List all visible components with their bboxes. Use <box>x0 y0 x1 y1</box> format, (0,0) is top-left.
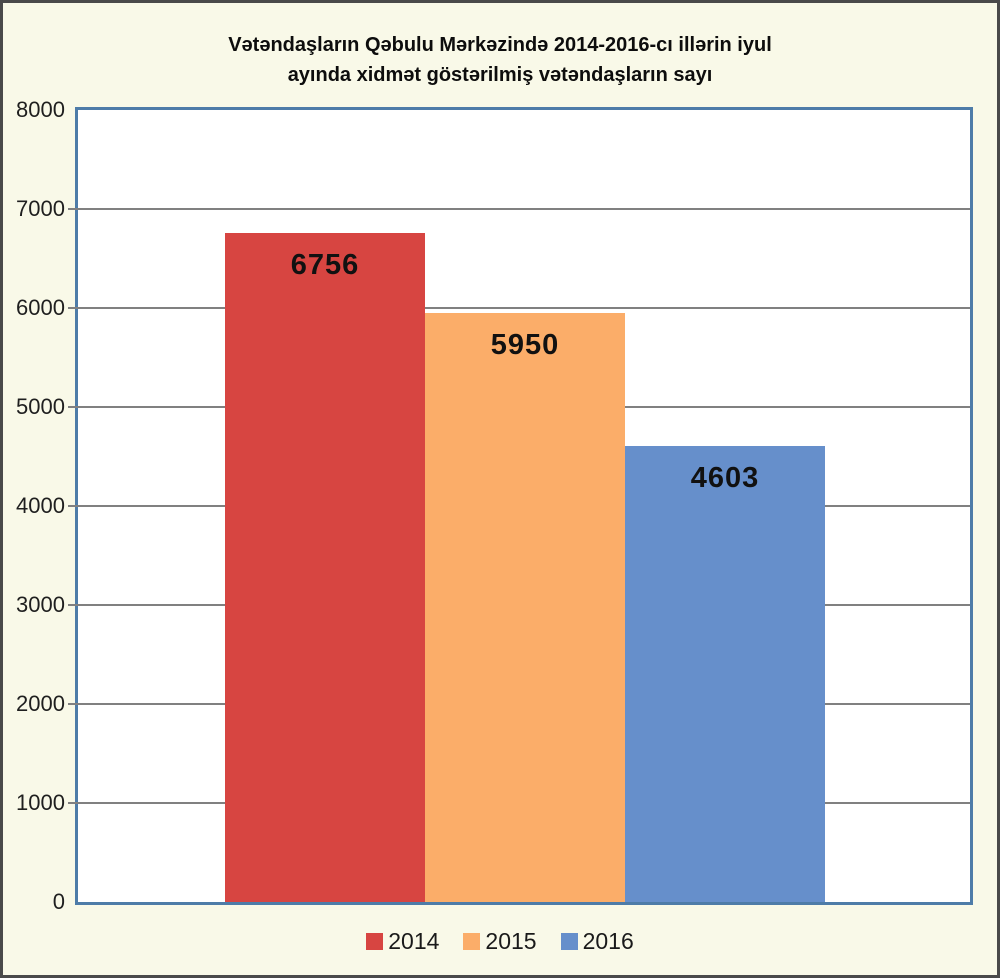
legend-item-2014: 2014 <box>366 928 439 955</box>
legend-label: 2016 <box>582 928 634 954</box>
bar-value-label-2016: 4603 <box>690 462 760 495</box>
legend: 2014 2015 2016 <box>3 928 997 955</box>
y-tick-1000 <box>68 802 78 804</box>
y-tick-6000 <box>68 307 78 309</box>
chart-title: Vətəndaşların Qəbulu Mərkəzində 2014-201… <box>3 30 997 90</box>
gridline-7000 <box>78 208 970 210</box>
legend-item-2016: 2016 <box>560 928 634 955</box>
bar-value-label-2014: 6756 <box>290 249 360 282</box>
y-tick-2000 <box>68 703 78 705</box>
bar-2014: 6756 <box>225 233 425 902</box>
y-axis-label-5000: 5000 <box>16 394 65 419</box>
y-axis-label-2000: 2000 <box>16 691 65 716</box>
y-tick-7000 <box>68 208 78 210</box>
legend-label: 2014 <box>388 928 440 954</box>
y-axis-label-6000: 6000 <box>16 295 65 320</box>
bar-2016: 4603 <box>625 446 825 902</box>
legend-swatch-icon <box>463 933 481 950</box>
chart-title-line-1: Vətəndaşların Qəbulu Mərkəzində 2014-201… <box>228 34 772 56</box>
legend-swatch-icon <box>560 933 578 950</box>
y-axis-label-8000: 8000 <box>16 97 65 122</box>
bar-value-label-2015: 5950 <box>490 328 560 361</box>
y-tick-5000 <box>68 406 78 408</box>
y-axis-label-4000: 4000 <box>16 493 65 518</box>
chart-title-line-2: ayında xidmət göstərilmiş vətəndaşların … <box>287 64 713 86</box>
y-axis-label-1000: 1000 <box>16 790 65 815</box>
legend-swatch-icon <box>366 933 384 950</box>
y-axis-label-3000: 3000 <box>16 592 65 617</box>
plot-area: 6756 5950 4603 <box>75 107 973 905</box>
y-axis-label-7000: 7000 <box>16 196 65 221</box>
legend-label: 2015 <box>485 928 537 954</box>
y-axis-label-0: 0 <box>52 889 65 914</box>
bar-2015: 5950 <box>425 312 625 902</box>
y-tick-4000 <box>68 505 78 507</box>
legend-item-2015: 2015 <box>463 928 537 955</box>
y-tick-3000 <box>68 604 78 606</box>
gridline-6000 <box>78 307 970 309</box>
